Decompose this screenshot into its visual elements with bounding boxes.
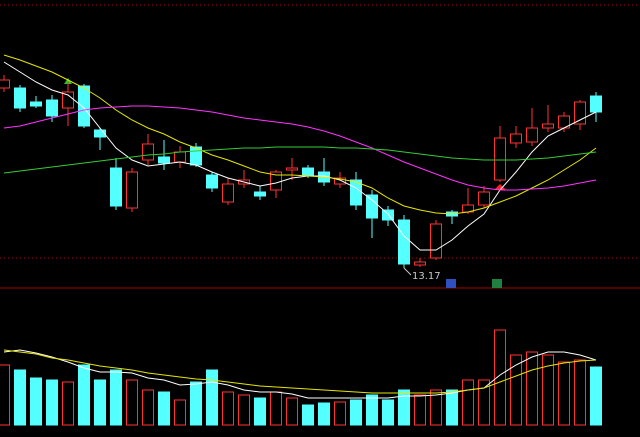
volume-bar — [558, 361, 570, 426]
candle-body — [254, 191, 266, 197]
candle-body — [398, 219, 410, 265]
candle-body — [110, 167, 122, 207]
moving-average-line — [3, 54, 597, 215]
signal-marker — [64, 78, 72, 84]
candle-body — [158, 156, 170, 164]
volume-bar — [190, 381, 202, 426]
moving-average-line — [3, 105, 597, 191]
volume-bar — [254, 397, 266, 426]
volume-bar — [126, 379, 138, 426]
volume-bar — [398, 389, 410, 426]
volume-bar — [14, 369, 26, 426]
event-icon — [446, 279, 456, 288]
candle-body — [542, 123, 554, 129]
moving-average-line — [3, 61, 597, 251]
candle-body — [478, 191, 490, 206]
volume-bar — [478, 379, 490, 426]
volume-bar — [110, 369, 122, 426]
candle-body — [510, 133, 522, 144]
candle-body — [494, 137, 506, 181]
volume-bar — [94, 379, 106, 426]
candle-body — [78, 85, 90, 127]
volume-bar — [446, 389, 458, 426]
volume-bar — [78, 364, 90, 426]
volume-bar — [62, 381, 74, 426]
candle-body — [62, 91, 74, 109]
volume-bar — [142, 389, 154, 426]
volume-average-line — [3, 349, 597, 399]
candle-body — [174, 151, 186, 163]
volume-bar — [526, 351, 538, 426]
candle-body — [526, 127, 538, 143]
volume-bar — [574, 359, 586, 426]
volume-bar — [0, 364, 10, 426]
candle-body — [430, 223, 442, 259]
candle-body — [30, 101, 42, 107]
volume-bar — [494, 329, 506, 426]
volume-bar — [238, 394, 250, 426]
candle-body — [414, 261, 426, 266]
volume-bar — [430, 389, 442, 426]
candle-body — [94, 129, 106, 138]
candle-body — [46, 99, 58, 117]
leader-line — [403, 267, 412, 276]
volume-bar — [206, 369, 218, 426]
volume-bar — [174, 399, 186, 426]
volume-bar — [302, 404, 314, 426]
candle-body — [590, 95, 602, 113]
volume-bar — [510, 354, 522, 426]
volume-bar — [270, 391, 282, 426]
volume-bar — [222, 391, 234, 426]
candle-body — [206, 174, 218, 189]
volume-bar — [382, 399, 394, 426]
candle-body — [0, 79, 10, 89]
volume-bar — [366, 394, 378, 426]
candle-body — [126, 171, 138, 209]
candle-body — [334, 177, 346, 185]
candle-body — [382, 209, 394, 221]
volume-bar — [334, 401, 346, 426]
candle-body — [302, 167, 314, 176]
volume-bar — [542, 354, 554, 426]
event-icon — [492, 279, 502, 288]
moving-average-line — [3, 146, 597, 174]
volume-bar — [318, 402, 330, 426]
volume-bar — [46, 379, 58, 426]
volume-bar — [414, 394, 426, 426]
candle-body — [222, 183, 234, 203]
volume-bar — [350, 399, 362, 426]
low-label: 13.17 — [412, 271, 441, 282]
volume-bar — [30, 377, 42, 426]
volume-bar — [158, 391, 170, 426]
volume-bar — [590, 366, 602, 426]
candle-body — [14, 87, 26, 109]
signal-marker — [494, 184, 506, 190]
candle-body — [366, 194, 378, 219]
candle-body — [142, 143, 154, 161]
candle-body — [286, 167, 298, 171]
volume-bar — [462, 379, 474, 426]
volume-average-line — [3, 349, 597, 394]
volume-bar — [286, 397, 298, 426]
candle-body — [574, 101, 586, 125]
